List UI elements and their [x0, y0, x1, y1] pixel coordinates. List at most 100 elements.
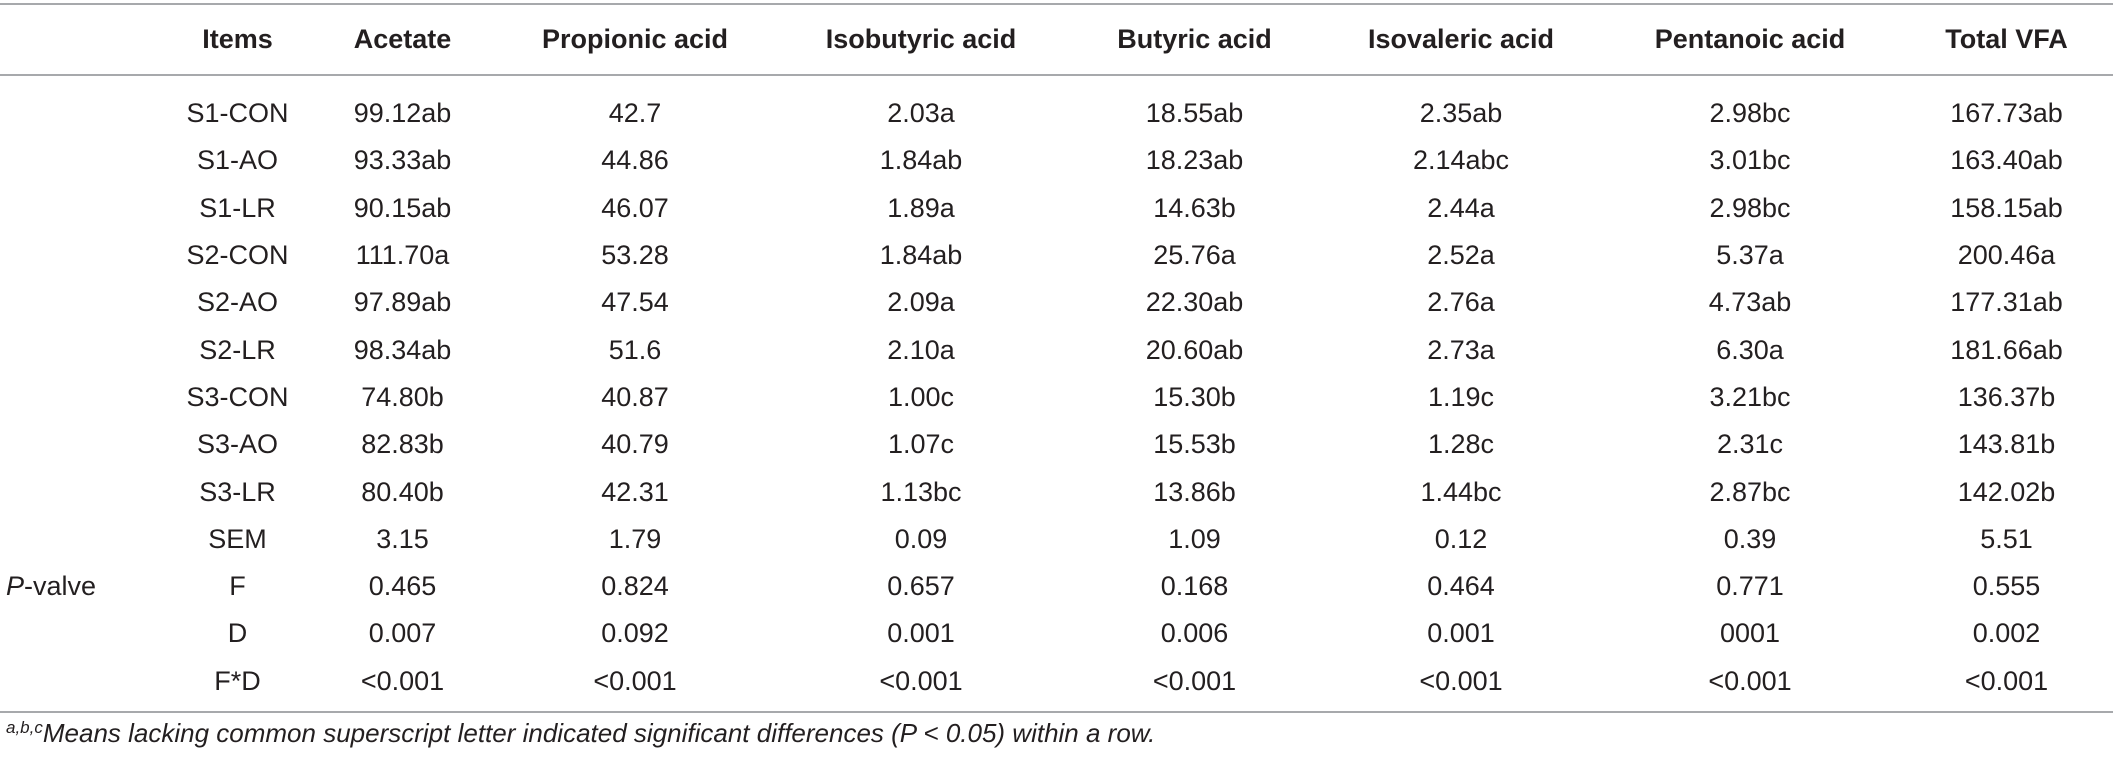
header-row: Items Acetate Propionic acid Isobutyric …	[0, 5, 2113, 74]
table-cell: 2.35ab	[1419, 98, 1503, 129]
row-group-label	[0, 90, 165, 137]
table-cell: 14.63b	[1153, 192, 1236, 223]
row-item-label: S3-LR	[199, 476, 276, 507]
table-cell: 1.89a	[887, 192, 955, 223]
p-italic: P	[6, 571, 25, 602]
table-cell: 2.76a	[1427, 287, 1495, 318]
table-cell: 98.34ab	[353, 334, 452, 365]
header-butyric-acid: Butyric acid	[1117, 24, 1272, 54]
table-cell: 0.771	[1716, 571, 1784, 602]
table-cell: 20.60ab	[1145, 334, 1244, 365]
table-cell: 2.14abc	[1412, 145, 1510, 176]
table-cell: 40.87	[601, 381, 669, 412]
row-group-label	[0, 658, 165, 705]
table-row: S2-LR 98.34ab 51.6 2.10a 20.60ab 2.73a 6.30a 18…	[0, 326, 2113, 373]
table-cell: 6.30a	[1716, 334, 1784, 365]
table-cell: 163.40ab	[1950, 145, 2063, 176]
table-cell: 2.10a	[887, 334, 955, 365]
table-cell: 99.12ab	[353, 98, 452, 129]
row-item-label: F	[229, 571, 246, 602]
row-group-label	[0, 137, 165, 184]
table-cell: 136.37b	[1957, 381, 2056, 412]
table-cell: <0.001	[1152, 665, 1237, 696]
table-header-rule	[0, 74, 2113, 76]
table-cell: 0.555	[1972, 571, 2041, 602]
table-cell: 25.76a	[1153, 240, 1236, 271]
row-group-label	[0, 374, 165, 421]
table-cell: 1.44bc	[1420, 476, 1502, 507]
row-item-label: S3-CON	[186, 381, 289, 412]
table-cell: 2.73a	[1427, 334, 1495, 365]
table-cell: 0.007	[368, 618, 437, 649]
table-cell: 2.98bc	[1709, 192, 1791, 223]
footnote-superscript: a,b,c	[6, 718, 43, 737]
table-cell: <0.001	[879, 665, 963, 696]
table-cell: 200.46a	[1957, 240, 2056, 271]
row-item-label: SEM	[208, 523, 267, 554]
row-item-label: S1-AO	[196, 145, 279, 176]
table-cell: <0.001	[1708, 665, 1792, 696]
table-cell: 2.31c	[1716, 429, 1784, 460]
row-group-label	[0, 610, 165, 657]
table-cell: 15.53b	[1153, 429, 1236, 460]
table-cell: 1.00c	[887, 381, 955, 412]
table-cell: 111.70a	[355, 240, 450, 271]
table-cell: 22.30ab	[1145, 287, 1244, 318]
table-cell: 93.33ab	[353, 145, 452, 176]
table-row: P-valve F 0.465 0.824 0.657 0.168 0.464 0.771 0.…	[0, 563, 2113, 610]
table-row: SEM 3.15 1.79 0.09 1.09 0.12 0.39 5.51	[0, 516, 2113, 563]
table-cell: 51.6	[608, 334, 662, 365]
table-cell: 42.31	[601, 476, 669, 507]
table-cell: 2.44a	[1427, 192, 1495, 223]
table-cell: 2.09a	[887, 287, 955, 318]
table-cell: 0.12	[1434, 523, 1488, 554]
table-cell: 3.01bc	[1709, 145, 1791, 176]
table-cell: 0001	[1719, 618, 1781, 649]
table-cell: 18.55ab	[1145, 98, 1244, 129]
row-item-label: S2-AO	[196, 287, 279, 318]
header-isobutyric-acid: Isobutyric acid	[825, 24, 1017, 54]
table-row: S3-AO 82.83b 40.79 1.07c 15.53b 1.28c 2.31c 143…	[0, 421, 2113, 468]
table-cell: 0.168	[1160, 571, 1229, 602]
table-cell: 3.15	[376, 523, 429, 554]
table-cell: 1.84ab	[879, 240, 963, 271]
table-cell: 1.13bc	[880, 476, 962, 507]
table-cell: 44.86	[601, 145, 669, 176]
row-group-label: P-valve	[0, 563, 165, 610]
table-cell: 1.28c	[1427, 429, 1495, 460]
table-cell: 0.001	[887, 618, 955, 649]
table-cell: 2.98bc	[1709, 98, 1791, 129]
table-row: D 0.007 0.092 0.001 0.006 0.001 0001 0.002	[0, 610, 2113, 657]
table-spacer-row	[0, 74, 2113, 90]
table-cell: 142.02b	[1957, 476, 2056, 507]
header-total-vfa: Total VFA	[1945, 24, 2068, 54]
table-cell: 1.19c	[1427, 381, 1495, 412]
table-cell: <0.001	[1419, 665, 1503, 696]
row-item-label: S1-LR	[199, 192, 276, 223]
table-cell: 0.006	[1160, 618, 1229, 649]
table-header: Items Acetate Propionic acid Isobutyric …	[0, 5, 2113, 74]
row-item-label: S3-AO	[196, 429, 279, 460]
table-cell: 90.15ab	[353, 192, 452, 223]
header-group-cell	[0, 5, 165, 74]
table-cell: 1.84ab	[879, 145, 963, 176]
table-footnote: a,b,cMeans lacking common superscript le…	[6, 718, 1155, 749]
table-cell: 1.07c	[887, 429, 955, 460]
table-cell: 0.002	[1972, 618, 2041, 649]
table-cell: 40.79	[601, 429, 669, 460]
row-group-label	[0, 326, 165, 373]
table-row: S1-AO 93.33ab 44.86 1.84ab 18.23ab 2.14abc 3.0…	[0, 137, 2113, 184]
table-cell: <0.001	[1964, 665, 2049, 696]
table-row: S3-CON 74.80b 40.87 1.00c 15.30b 1.19c 3.21bc 1…	[0, 374, 2113, 421]
table-cell: 181.66ab	[1950, 334, 2063, 365]
table-body: S1-CON 99.12ab 42.7 2.03a 18.55ab 2.35ab 2.98b…	[0, 74, 2113, 705]
table-row: S2-CON 111.70a 53.28 1.84ab 25.76a 2.52a 5.37a…	[0, 232, 2113, 279]
table-row: F*D <0.001 <0.001 <0.001 <0.001 <0.001 <0.001 <…	[0, 658, 2113, 705]
table-cell: 0.824	[601, 571, 669, 602]
table-cell: 3.21bc	[1709, 381, 1791, 412]
row-group-label	[0, 232, 165, 279]
header-isovaleric-acid: Isovaleric acid	[1367, 24, 1555, 54]
table-cell: 0.09	[894, 523, 948, 554]
table-cell: 0.464	[1427, 571, 1495, 602]
row-item-label: S1-CON	[186, 98, 289, 129]
